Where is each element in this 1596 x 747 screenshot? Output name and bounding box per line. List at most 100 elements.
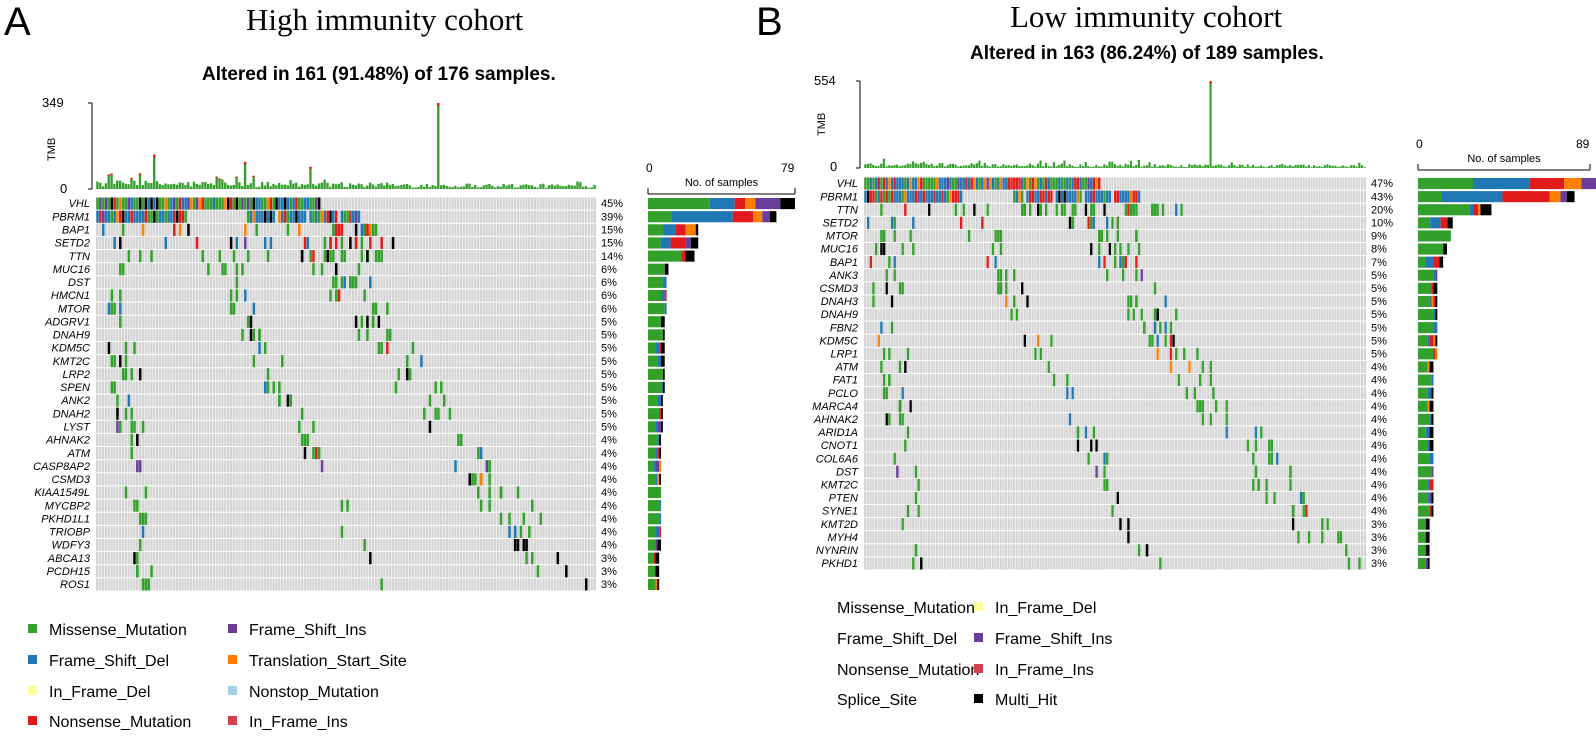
mutation-cell xyxy=(1013,295,1016,308)
mutation-cell xyxy=(269,236,273,250)
tmb-bar xyxy=(927,164,931,168)
mutation-cell xyxy=(997,269,1000,282)
tmb-bar xyxy=(278,182,281,189)
tmb-bar xyxy=(1169,165,1172,168)
sample-count-segment xyxy=(1429,426,1434,438)
tmb-bar xyxy=(1018,166,1021,168)
sample-count-segment xyxy=(1473,178,1530,190)
mutation-cell xyxy=(1068,216,1072,229)
tmb-bar xyxy=(96,181,99,189)
mutation-cell xyxy=(229,197,233,210)
mutation-cell xyxy=(349,276,352,289)
tmb-bar xyxy=(983,162,986,168)
mutation-cell xyxy=(360,250,364,263)
legend-label: Nonstop_Mutation xyxy=(249,684,379,701)
tmb-bar xyxy=(383,185,386,189)
mutation-cell xyxy=(1055,177,1058,190)
tmb-bar xyxy=(411,187,414,189)
oncoplot-low-immunity: VHL 47%PBRM1 43%TTN 20%SETD2 10%MTOR 9%MUC16 8… xyxy=(812,80,1596,570)
gene-pct-label: 15% xyxy=(601,225,623,237)
mutation-cell xyxy=(1254,426,1258,439)
mutation-cell xyxy=(300,210,304,223)
mutation-cell xyxy=(882,347,886,360)
legend-label: In_Frame_Del xyxy=(49,684,151,701)
mutation-cell xyxy=(255,197,258,210)
mutation-cell xyxy=(178,210,182,223)
tmb-bar xyxy=(1347,166,1350,168)
gene-pct-label: 5% xyxy=(1371,335,1387,347)
mutation-cell xyxy=(975,177,979,190)
mutation-cell xyxy=(280,210,284,223)
gene-pct-label: 20% xyxy=(1371,204,1393,216)
mutation-cell xyxy=(1321,531,1324,544)
mutation-cell xyxy=(1084,426,1088,439)
tmb-bar xyxy=(1020,166,1024,168)
tmb-bar xyxy=(468,183,471,189)
tmb-bar xyxy=(999,166,1002,168)
tmb-bar xyxy=(459,186,463,189)
gene-label: ARID1A xyxy=(817,427,858,439)
tmb-bar xyxy=(917,164,920,168)
mutation-cell xyxy=(973,203,976,216)
tmb-bar xyxy=(1206,164,1209,168)
tmb-bar xyxy=(1222,166,1225,168)
tmb-bar xyxy=(1028,163,1032,168)
mutation-cell xyxy=(957,177,960,190)
mutation-cell xyxy=(1108,190,1112,203)
mutation-cell xyxy=(874,190,878,203)
mutation-cell xyxy=(1042,190,1045,203)
mutation-cell xyxy=(901,177,904,190)
mutation-cell xyxy=(928,203,931,216)
tmb-bar xyxy=(1153,164,1156,168)
mutation-cell xyxy=(1055,203,1058,216)
sample-count-segment xyxy=(655,342,660,354)
tmb-bar xyxy=(116,180,119,189)
mutation-cell xyxy=(309,210,312,223)
mutation-cell xyxy=(930,190,934,203)
mutation-cell xyxy=(303,447,307,460)
legend-swatch xyxy=(28,655,37,664)
sample-count-segment xyxy=(659,500,662,512)
sample-count-segment xyxy=(1425,518,1430,530)
tmb-bar xyxy=(317,183,321,189)
gene-pct-label: 5% xyxy=(1371,270,1387,282)
mutation-cell xyxy=(1127,190,1130,203)
tmb-bar xyxy=(1244,166,1247,168)
tmb-bar xyxy=(1273,166,1276,168)
mutation-cell xyxy=(885,282,888,295)
mutation-cell xyxy=(187,197,190,210)
tmb-bar xyxy=(1188,164,1191,168)
tmb-bar xyxy=(1047,165,1050,168)
mutation-cell xyxy=(906,177,910,190)
mutation-cell xyxy=(991,243,995,256)
mutation-cell xyxy=(1297,531,1300,544)
mutation-cell xyxy=(936,177,939,190)
mutation-cell xyxy=(374,223,378,236)
mutation-cell xyxy=(332,210,335,223)
mutation-cell xyxy=(1188,360,1191,373)
mutation-cell xyxy=(1209,413,1212,426)
mutation-cell xyxy=(332,276,335,289)
mutation-cell xyxy=(354,315,358,328)
mutation-cell xyxy=(161,197,165,210)
sample-count-segment xyxy=(661,381,663,393)
tmb-bar xyxy=(414,187,417,189)
tmb-bar xyxy=(1286,166,1289,168)
sample-count-segment xyxy=(1418,335,1428,347)
tmb-bar xyxy=(1291,166,1294,168)
tmb-bar xyxy=(249,183,252,189)
mutation-cell xyxy=(164,236,168,250)
mutation-cell xyxy=(201,197,204,210)
mutation-cell xyxy=(99,197,102,210)
tmb-bar xyxy=(448,186,451,189)
gene-row-bg xyxy=(864,531,1366,544)
mutation-cell xyxy=(303,433,307,447)
mutation-cell xyxy=(110,197,114,210)
mutation-cell xyxy=(885,387,888,400)
tmb-bar xyxy=(1198,164,1202,168)
mutation-cell xyxy=(1225,400,1228,413)
tmb-bar xyxy=(485,184,488,189)
sample-count-segment xyxy=(648,289,662,302)
tmb-bar xyxy=(1031,165,1034,168)
mutation-cell xyxy=(144,210,148,223)
